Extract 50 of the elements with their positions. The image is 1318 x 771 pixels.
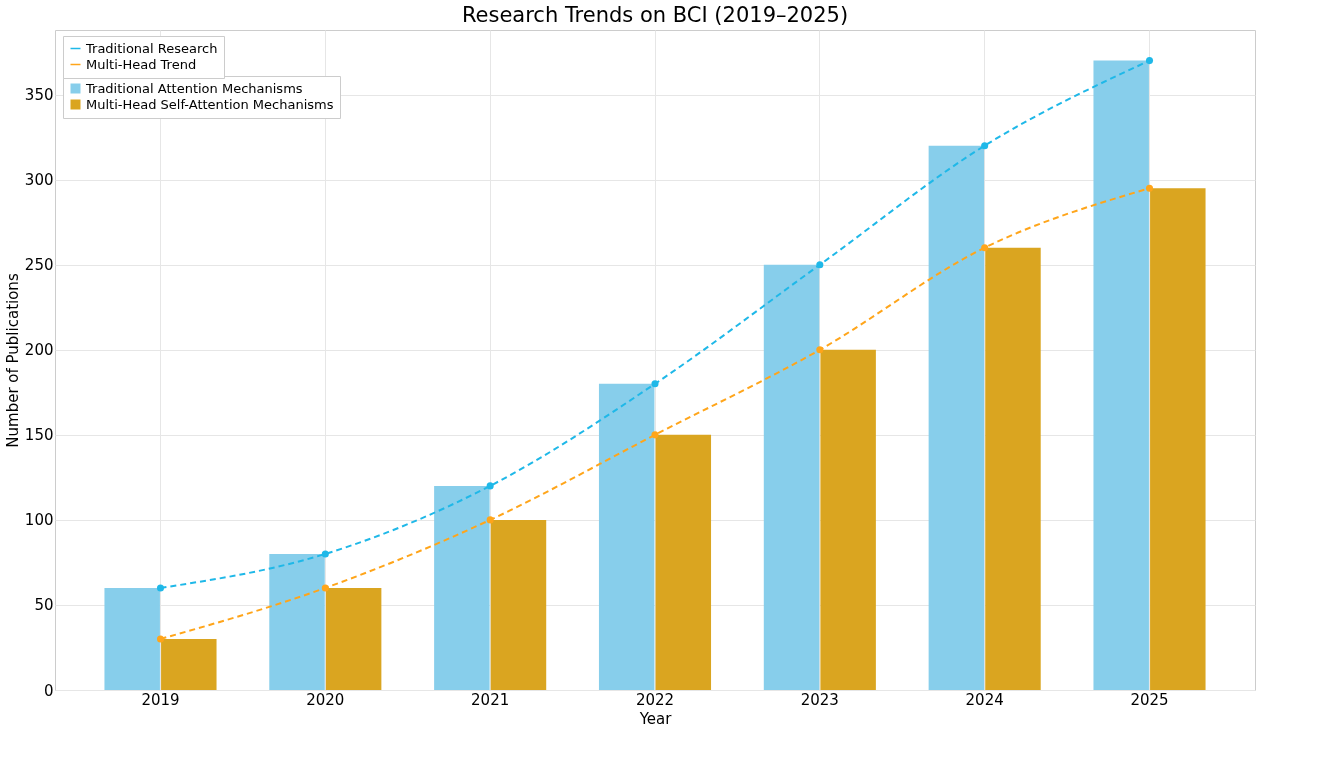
x-tick-label: 2022: [635, 690, 675, 709]
x-axis-title: Year: [638, 709, 673, 728]
x-tick-label: 2020: [306, 690, 345, 709]
x-tick-label: 2019: [141, 690, 180, 709]
bar: [325, 587, 382, 690]
y-tick-label: 100: [24, 511, 54, 530]
point: [156, 584, 165, 592]
legend-label: Traditional Attention Mechanisms: [85, 80, 303, 96]
bar: [985, 247, 1041, 690]
x-tick-label: 2024: [965, 690, 1004, 709]
y-axis-title: Number of Publications: [3, 273, 22, 448]
legend-label: Traditional Research: [85, 40, 218, 56]
bar: [1093, 60, 1149, 690]
bar: [1150, 188, 1206, 690]
bar: [820, 349, 876, 690]
y-tick-label: 0: [43, 681, 54, 700]
y-tick-label: 50: [34, 596, 54, 615]
y-tick-label: 250: [24, 256, 54, 275]
bar: [269, 553, 325, 690]
point: [321, 550, 329, 558]
point: [486, 516, 494, 524]
legend-label: Multi-Head Self-Attention Mechanisms: [86, 96, 334, 112]
point: [156, 635, 165, 643]
point: [1145, 184, 1154, 192]
bar: [490, 519, 547, 690]
bar: [763, 264, 820, 690]
bar: [104, 587, 160, 690]
y-tick-label: 300: [24, 171, 54, 190]
y-tick-label: 150: [24, 426, 54, 445]
point: [321, 584, 329, 592]
x-tick-label: 2025: [1130, 690, 1169, 709]
bar: [161, 638, 217, 690]
x-tick-label: 2023: [800, 690, 839, 709]
point: [981, 142, 989, 150]
point: [816, 261, 824, 269]
x-tick-label: 2021: [471, 690, 510, 709]
legend-label: Multi-Head Trend: [86, 56, 197, 72]
point: [816, 346, 824, 354]
point: [1145, 57, 1154, 65]
point: [981, 244, 989, 252]
point: [651, 380, 659, 388]
bar: [434, 485, 490, 690]
y-tick-label: 200: [24, 341, 54, 360]
point: [486, 482, 494, 490]
point: [651, 431, 659, 439]
y-tick-label: 350: [24, 86, 54, 105]
bar: [598, 383, 655, 690]
chart-title: Research Trends on BCI (2019–2025): [461, 3, 849, 27]
bar: [655, 434, 712, 690]
bar: [928, 145, 985, 690]
